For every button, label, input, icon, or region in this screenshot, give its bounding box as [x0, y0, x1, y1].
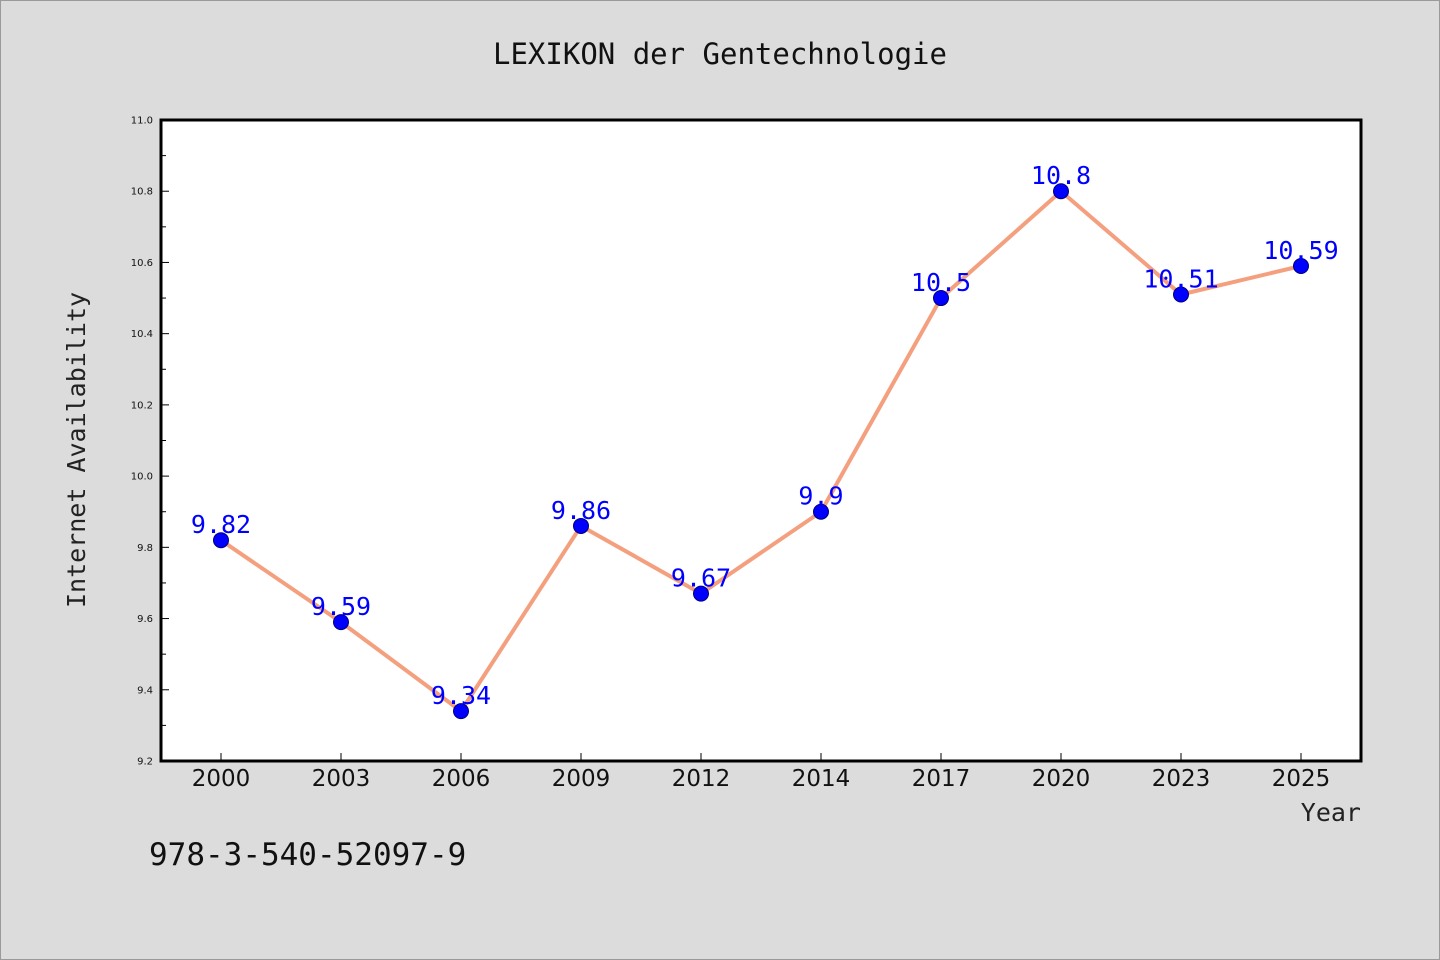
y-tick-label: 10.4: [131, 329, 153, 340]
data-label-layer: 9.82 9.59 9.34 9.86 9.67 9.9 10.5 10.8 10.51 10.5…: [191, 161, 1339, 710]
y-tick-label: 10.2: [131, 400, 153, 411]
x-tick-label: 2017: [912, 766, 971, 792]
data-point: [813, 503, 829, 520]
y-axis: 9.2 9.4 9.6 9.8 10.0 10.2 10.4 10.6 10.8 11.0: [131, 116, 169, 768]
data-label: 9.59: [311, 592, 371, 621]
y-tick-label: 10.8: [131, 187, 153, 198]
x-tick-label: 2020: [1032, 766, 1091, 792]
x-tick-label: 2009: [552, 766, 611, 792]
x-tick-label: 2023: [1152, 766, 1211, 792]
data-point: [573, 517, 589, 534]
data-label: 9.86: [551, 496, 611, 525]
plot-area: [161, 120, 1361, 761]
y-tick-label: 10.6: [131, 258, 153, 269]
data-point: [1173, 286, 1189, 303]
data-point: [453, 703, 469, 720]
data-point: [333, 614, 349, 631]
y-tick-label: 9.6: [137, 614, 153, 625]
data-label: 10.5: [911, 268, 971, 297]
data-label: 10.59: [1263, 236, 1338, 265]
plot-frame: [159, 118, 1363, 763]
x-tick-label: 2006: [432, 766, 491, 792]
data-label: 10.51: [1143, 264, 1218, 293]
x-tick-label: 2025: [1272, 766, 1331, 792]
data-point: [1293, 258, 1309, 275]
x-axis-label: Year: [1301, 798, 1361, 827]
data-point: [933, 290, 949, 307]
data-point: [1053, 183, 1069, 200]
y-tick-label: 9.2: [137, 757, 153, 768]
data-label: 9.34: [431, 681, 491, 710]
data-label: 9.82: [191, 510, 251, 539]
y-tick-label: 11.0: [131, 116, 153, 127]
y-axis-label: Internet Availability: [62, 292, 91, 608]
series-line: [219, 189, 1302, 714]
x-tick-label: 2003: [312, 766, 371, 792]
x-axis: 2000 2003 2006 2009 2012 2014 2017 2020 2023 2025: [192, 753, 1331, 792]
isbn-text: 978-3-540-52097-9: [149, 837, 466, 873]
series-layer: [213, 183, 1309, 720]
x-tick-label: 2000: [192, 766, 251, 792]
data-point: [693, 585, 709, 602]
data-point: [213, 532, 229, 549]
y-tick-label: 9.8: [137, 543, 153, 554]
x-tick-label: 2014: [792, 766, 851, 792]
data-label: 9.9: [798, 482, 843, 511]
data-label: 9.67: [671, 564, 731, 593]
y-tick-label: 9.4: [137, 685, 153, 696]
x-tick-label: 2012: [672, 766, 731, 792]
chart-title: LEXIKON der Gentechnologie: [493, 37, 947, 71]
y-tick-label: 10.0: [131, 472, 153, 483]
data-label: 10.8: [1031, 161, 1091, 190]
